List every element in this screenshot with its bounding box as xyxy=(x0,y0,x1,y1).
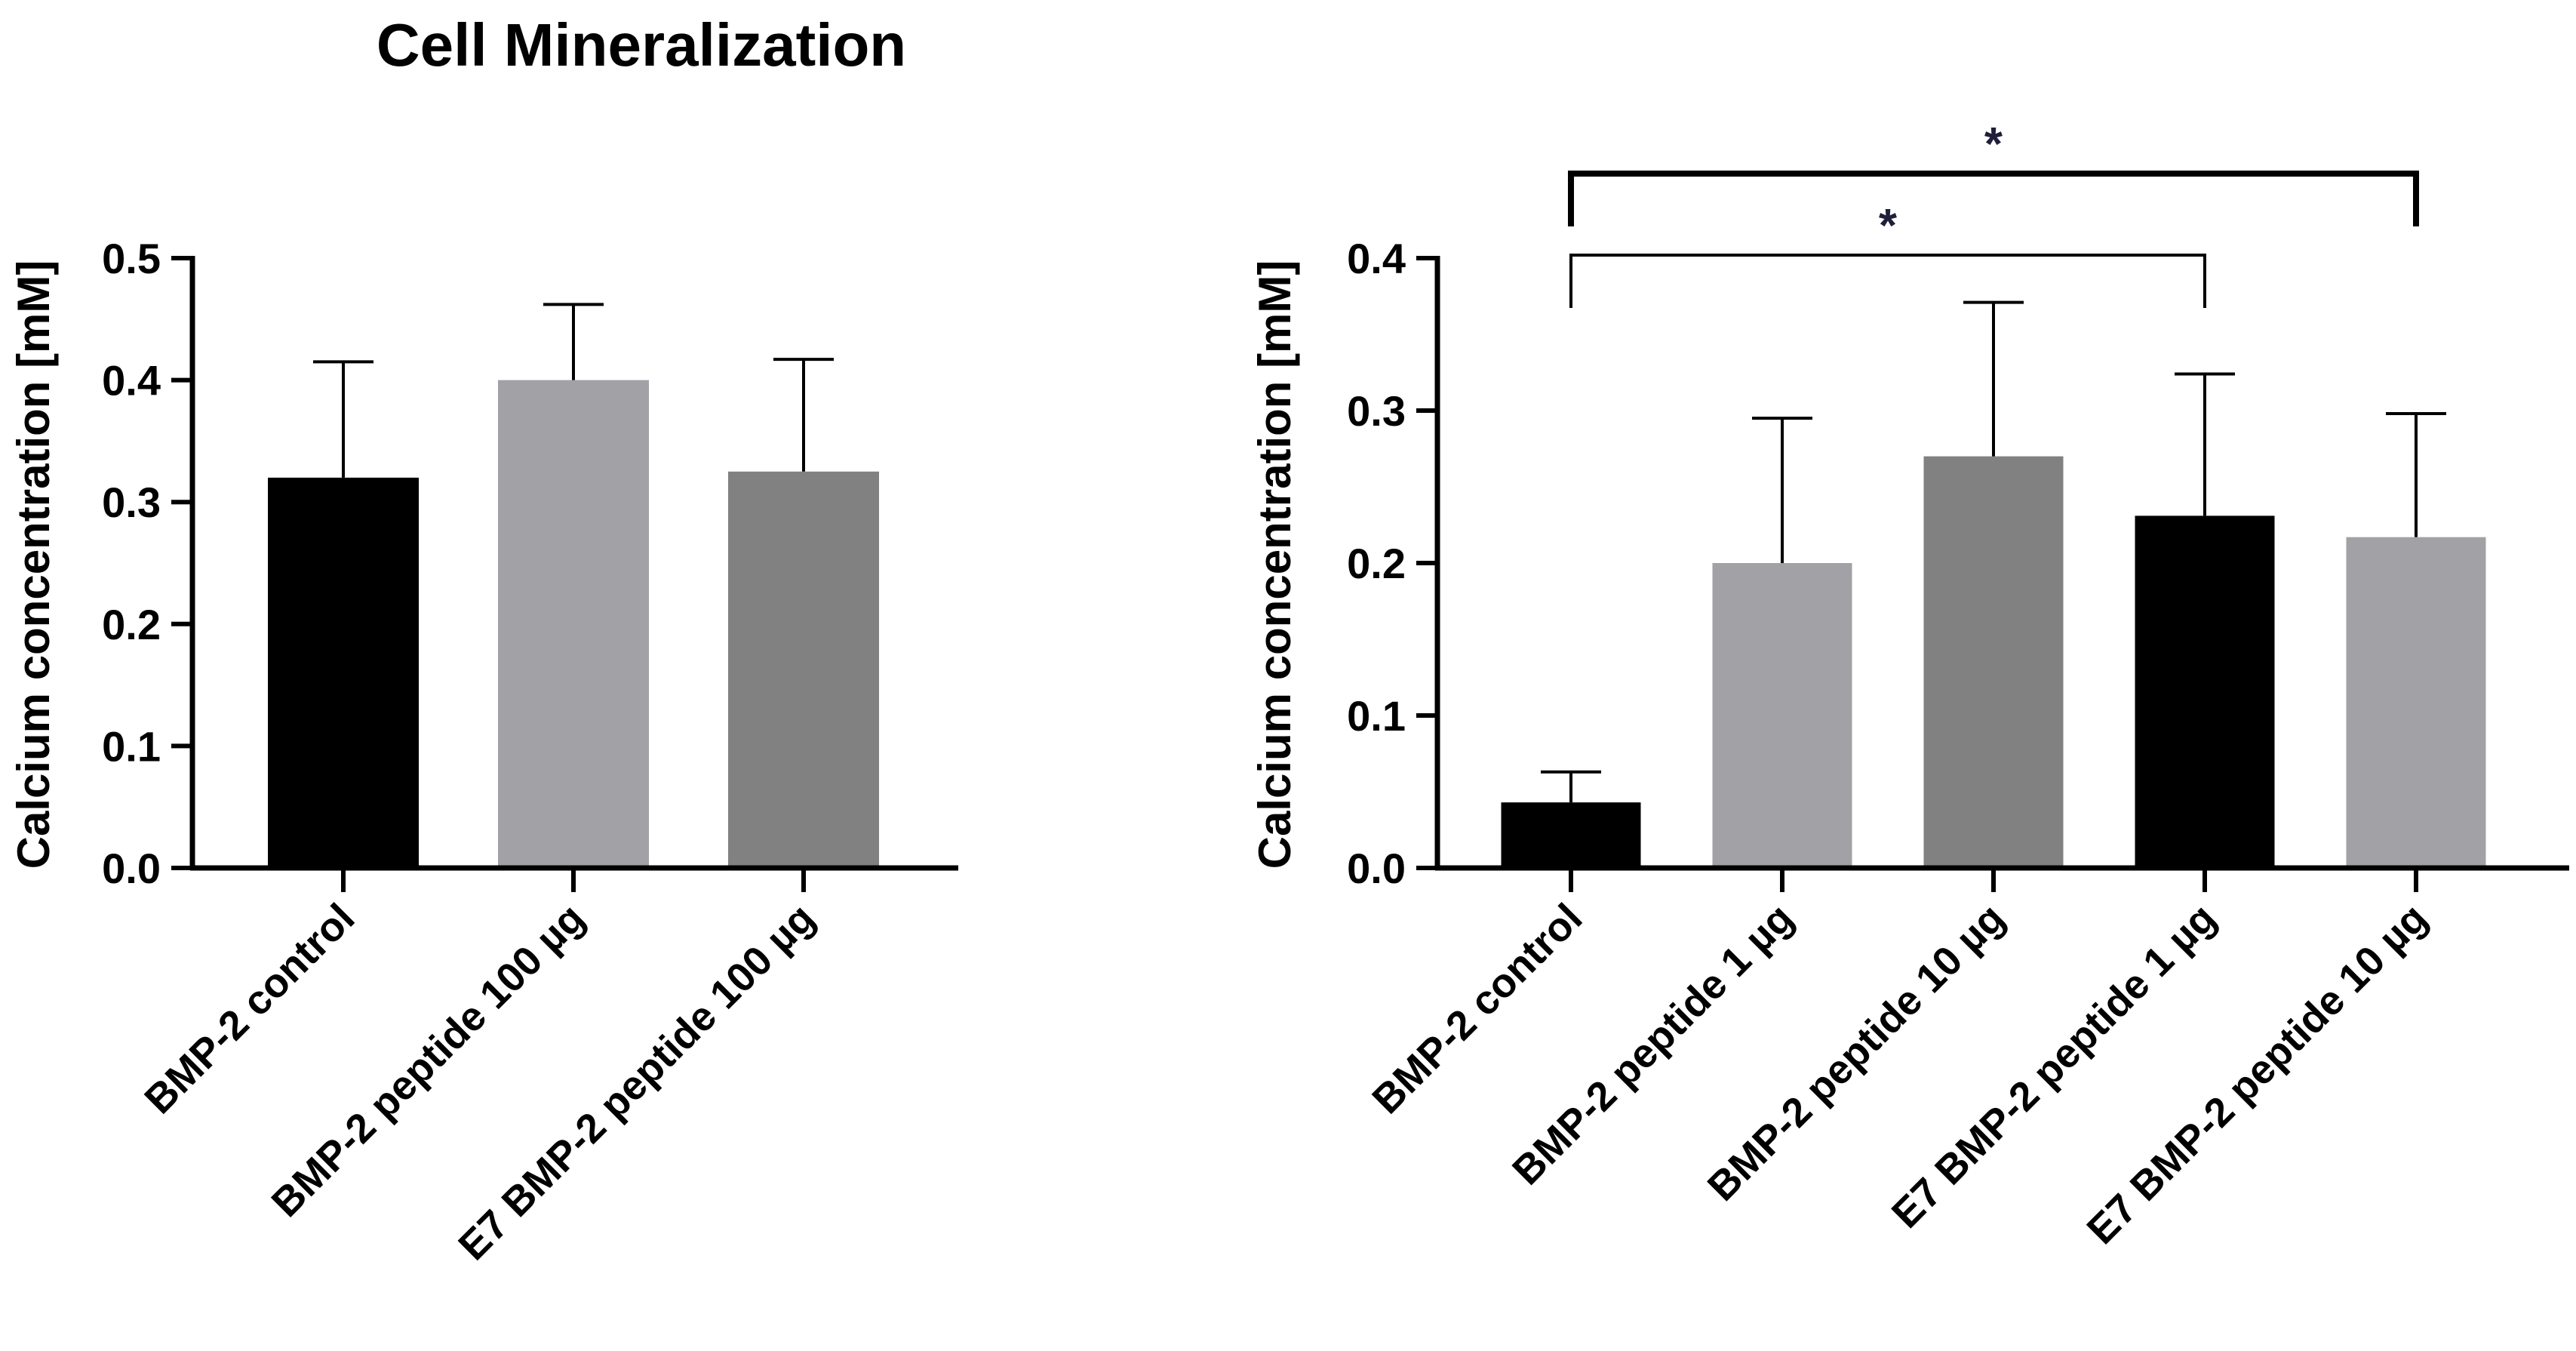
y-tick-label: 0.1 xyxy=(1347,692,1406,740)
x-tick-label: E7 BMP-2 peptide 10 µg xyxy=(2079,895,2436,1253)
y-tick-label: 0.1 xyxy=(102,722,161,770)
y-tick-label: 0.0 xyxy=(102,845,161,892)
y-tick-label: 0.3 xyxy=(1347,387,1406,435)
x-tick-label: BMP-2 control xyxy=(1363,895,1591,1122)
y-tick-label: 0.4 xyxy=(102,357,161,405)
bar xyxy=(498,380,649,869)
significance-star: * xyxy=(1879,200,1898,252)
figure-title: Cell Mineralization xyxy=(376,11,907,78)
y-axis-title: Calcium concentration [mM] xyxy=(8,260,59,869)
y-tick-label: 0.2 xyxy=(1347,540,1406,587)
y-tick-label: 0.2 xyxy=(102,601,161,648)
significance-star: * xyxy=(1984,118,2003,171)
bar xyxy=(1712,563,1852,868)
y-tick-label: 0.4 xyxy=(1347,235,1406,282)
bar xyxy=(1923,456,2064,868)
significance-bracket xyxy=(1568,171,2419,226)
bar xyxy=(268,477,419,868)
bar xyxy=(1501,802,1641,868)
significance-bracket xyxy=(1569,254,2206,308)
bar xyxy=(2346,537,2486,868)
bar xyxy=(728,471,879,868)
y-tick-label: 0.3 xyxy=(102,479,161,526)
y-tick-label: 0.5 xyxy=(102,235,161,282)
y-tick-label: 0.0 xyxy=(1347,845,1406,892)
x-tick-label: BMP-2 control xyxy=(136,895,363,1122)
bar xyxy=(2135,515,2275,868)
y-axis-title: Calcium concentration [mM] xyxy=(1250,260,1300,869)
